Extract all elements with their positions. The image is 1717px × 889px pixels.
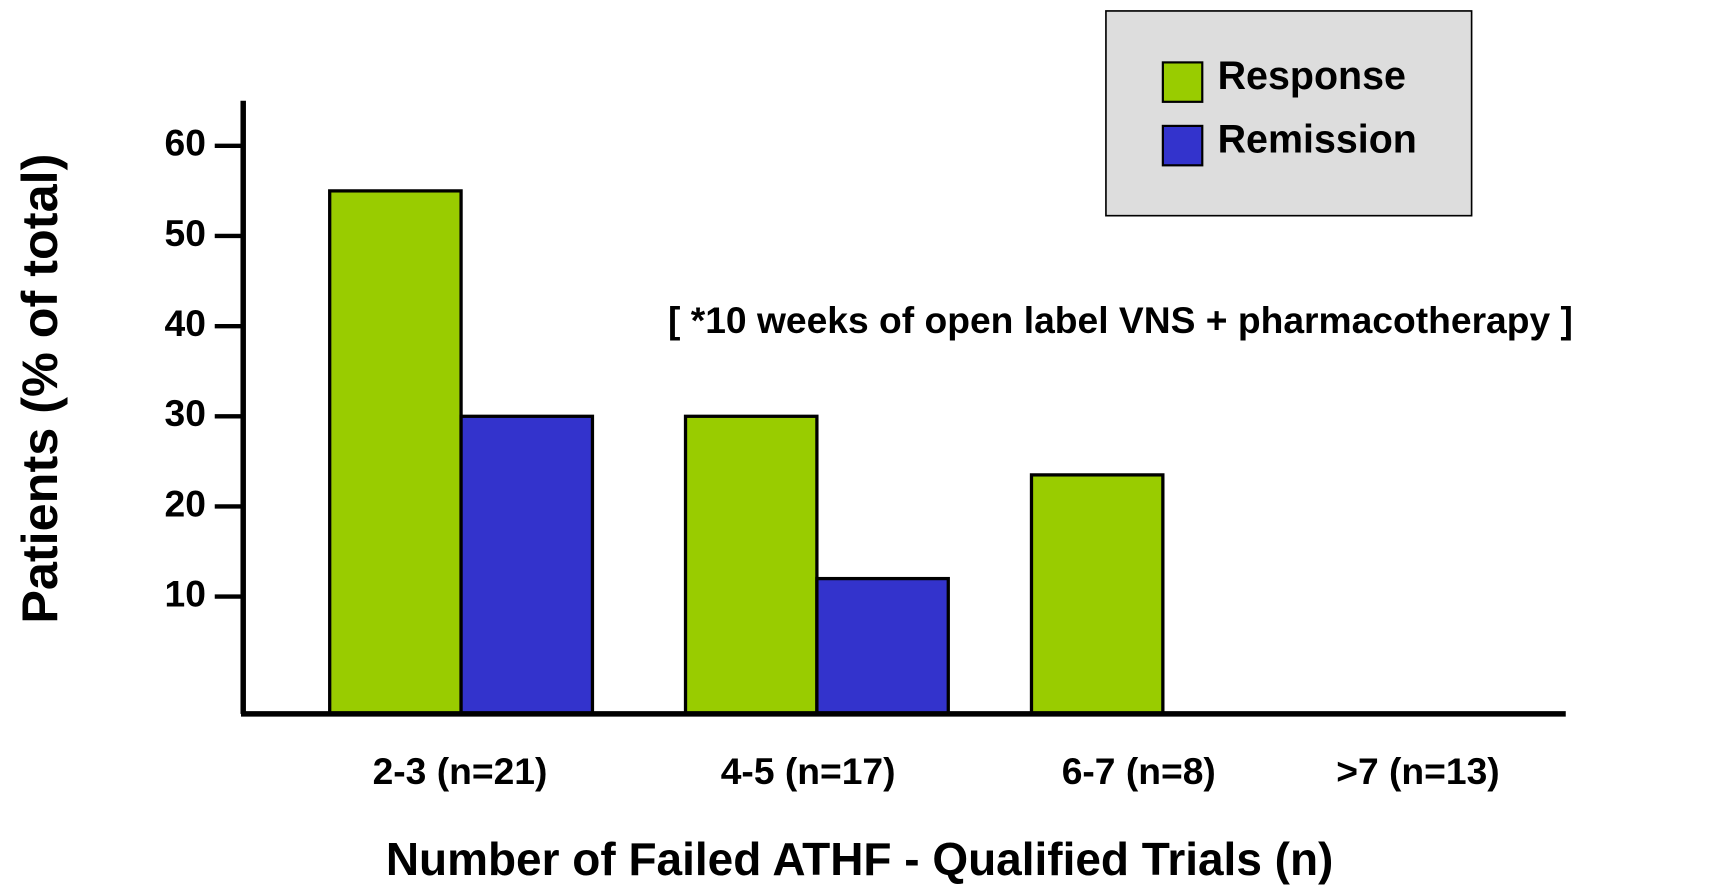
legend-swatch — [1161, 124, 1204, 167]
annotation: [ *10 weeks of open label VNS + pharmaco… — [668, 299, 1573, 341]
x-axis-label: Number of Failed ATHF - Qualified Trials… — [386, 833, 1334, 885]
bar — [459, 414, 595, 716]
y-axis-label: Patients (% of total) — [11, 154, 68, 624]
legend-box — [1105, 10, 1473, 217]
legend-label: Remission — [1218, 118, 1417, 162]
legend-label: Response — [1218, 54, 1406, 98]
bar — [1029, 473, 1165, 716]
x-tick-label: >7 (n=13) — [1336, 750, 1499, 792]
y-tick-label: 20 — [165, 482, 206, 524]
y-tick-label: 60 — [165, 122, 206, 164]
y-tick-label: 10 — [165, 572, 206, 614]
y-tick-label: 40 — [165, 302, 206, 344]
x-tick-label: 6-7 (n=8) — [1062, 750, 1216, 792]
x-tick-label: 2-3 (n=21) — [373, 750, 548, 792]
bar — [683, 414, 819, 716]
bar — [815, 576, 950, 716]
bar — [328, 189, 463, 716]
legend-swatch — [1161, 61, 1204, 103]
y-tick-label: 50 — [165, 212, 206, 254]
x-tick-label: 4-5 (n=17) — [721, 750, 896, 792]
y-tick-label: 30 — [165, 392, 206, 434]
